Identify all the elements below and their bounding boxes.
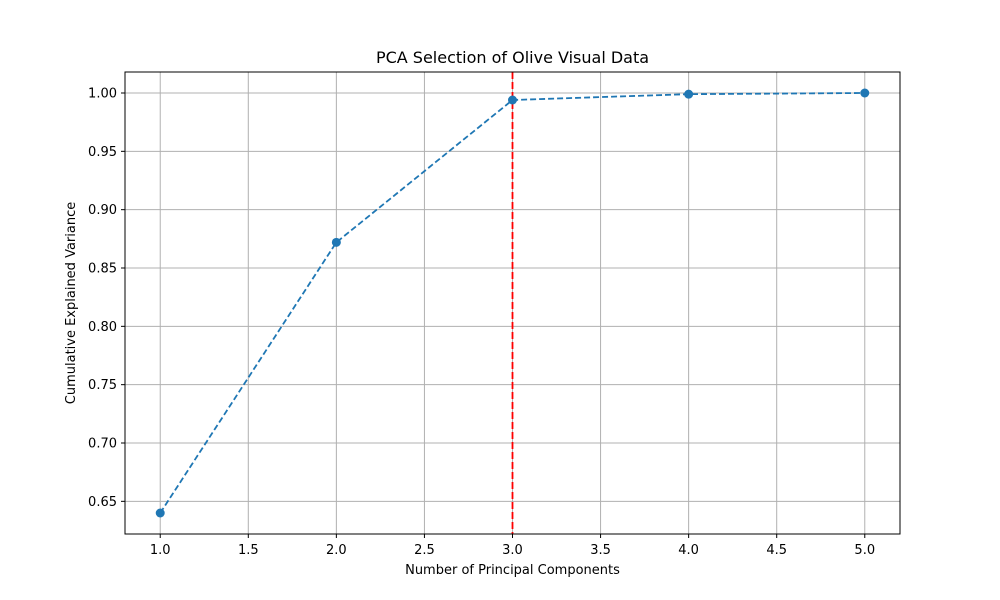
x-tick-label: 2.0: [326, 543, 347, 558]
data-point: [331, 237, 341, 247]
x-tick-label: 1.5: [238, 543, 259, 558]
x-tick-label: 5.0: [854, 543, 875, 558]
data-point: [508, 95, 517, 105]
axis-ticks: 1.0 1.5 2.0 2.5 3.0 3.5 4.0 4.5 5.0 0.65 0.70 0.75 0…: [88, 87, 875, 559]
x-tick-label: 1.0: [150, 543, 171, 558]
y-tick-label: 0.95: [88, 145, 117, 160]
x-axis-label: Number of Principal Components: [405, 563, 620, 578]
data-point: [155, 508, 165, 518]
data-point: [860, 88, 870, 98]
y-tick-label: 0.85: [88, 262, 117, 277]
y-tick-label: 0.80: [88, 320, 117, 335]
y-tick-label: 0.90: [88, 203, 117, 218]
x-tick-label: 3.0: [502, 543, 523, 558]
y-tick-label: 1.00: [88, 87, 117, 102]
y-tick-label: 0.65: [88, 495, 117, 510]
y-axis-label: Cumulative Explained Variance: [64, 202, 79, 404]
y-tick-label: 0.70: [88, 437, 117, 452]
series-group: [155, 88, 870, 518]
x-tick-label: 4.0: [678, 543, 699, 558]
x-tick-label: 4.5: [766, 543, 787, 558]
data-point: [684, 89, 694, 99]
y-tick-label: 0.75: [88, 378, 117, 393]
chart-title: PCA Selection of Olive Visual Data: [376, 48, 649, 67]
x-tick-label: 2.5: [414, 543, 435, 558]
x-tick-label: 3.5: [590, 543, 611, 558]
